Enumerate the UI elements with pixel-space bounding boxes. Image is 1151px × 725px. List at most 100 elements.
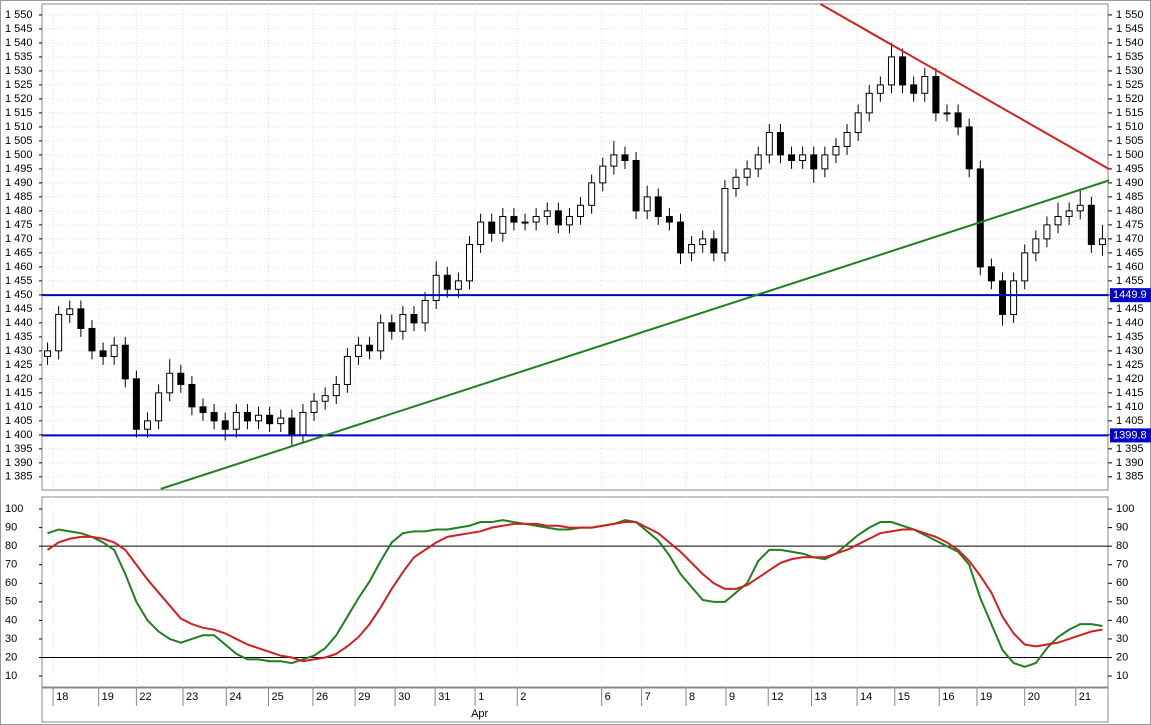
candle-body (410, 313, 418, 324)
y-tick-label: 1 550 (1116, 9, 1144, 21)
x-tick-label: 14 (860, 691, 872, 703)
y-tick-label: 1 500 (1116, 149, 1144, 161)
y-tick-label: 1 450 (5, 289, 33, 301)
candle-body (887, 56, 895, 86)
candle-body (243, 411, 251, 422)
candle-body (99, 350, 107, 357)
candle-body (621, 154, 629, 161)
y-tick-label: 1 495 (5, 163, 33, 175)
y-tick-label: 1 525 (1116, 79, 1144, 91)
candle-body (799, 154, 807, 161)
candle-body (499, 215, 507, 234)
candle-body (610, 154, 618, 167)
candle-body (1010, 280, 1018, 315)
y-tick-label: 1 480 (1116, 205, 1144, 217)
y-tick-label: 1 530 (5, 65, 33, 77)
candle-body (699, 238, 707, 245)
y-tick-label: 1 420 (5, 373, 33, 385)
candle-body (843, 131, 851, 147)
y-tick-label: 1 465 (1116, 247, 1144, 259)
candle-body (66, 308, 74, 315)
candle-body (310, 400, 318, 413)
candle-body (876, 84, 884, 94)
y-tick-label: 40 (1116, 614, 1128, 626)
candle-body (188, 383, 196, 408)
x-tick-label: 19 (102, 691, 114, 703)
candle-body (1065, 210, 1073, 217)
y-tick-label: 1 540 (1116, 37, 1144, 49)
candle-body (577, 204, 585, 217)
y-tick-label: 1 390 (1116, 457, 1144, 469)
x-tick-label: 19 (980, 691, 992, 703)
y-tick-label: 10 (1116, 670, 1128, 682)
price-panel (41, 3, 1109, 491)
x-tick-label: 2 (520, 691, 526, 703)
y-tick-label: 60 (5, 577, 17, 589)
y-tick-label: 70 (5, 559, 17, 571)
y-tick-label: 1 540 (5, 37, 33, 49)
month-label: Apr (471, 708, 488, 720)
y-tick-label: 50 (1116, 596, 1128, 608)
candle-body (776, 131, 784, 156)
x-tick-label: 16 (942, 691, 954, 703)
candle-body (255, 414, 263, 422)
candle-body (232, 411, 240, 430)
candle-body (1087, 204, 1095, 245)
candle-body (1076, 204, 1084, 212)
y-tick-label: 1 535 (5, 51, 33, 63)
y-tick-label: 1 410 (1116, 401, 1144, 413)
y-tick-label: 1 485 (1116, 191, 1144, 203)
x-tick-label: 21 (1079, 691, 1091, 703)
candle-body (899, 56, 907, 86)
y-tick-label: 1 530 (1116, 65, 1144, 77)
y-tick-label: 1 460 (5, 261, 33, 273)
y-tick-label: 1 520 (1116, 93, 1144, 105)
candle-body (510, 215, 518, 223)
x-tick-label: 31 (438, 691, 450, 703)
candle-body (332, 383, 340, 397)
candle-body (788, 154, 796, 161)
y-tick-label: 1 475 (5, 219, 33, 231)
y-tick-label: 1 440 (1116, 317, 1144, 329)
candle-body (543, 210, 551, 217)
x-tick-label: 18 (56, 691, 68, 703)
candle-body (1098, 238, 1106, 245)
candle-body (688, 243, 696, 254)
candle-body (443, 274, 451, 290)
candle-body (77, 308, 85, 329)
y-tick-label: 1 385 (5, 471, 33, 483)
y-tick-label: 1 405 (5, 415, 33, 427)
candle-body (999, 280, 1007, 315)
candle-body (1043, 224, 1051, 240)
candle-body (477, 221, 485, 245)
candle-body (266, 414, 274, 425)
candle-body (588, 182, 596, 206)
y-tick-label: 1 415 (1116, 387, 1144, 399)
y-tick-label: 30 (1116, 633, 1128, 645)
candle-body (676, 221, 684, 254)
candle-body (488, 221, 496, 234)
stochastic-line (46, 521, 1103, 663)
y-tick-label: 1 430 (5, 345, 33, 357)
x-tick-label: 6 (605, 691, 611, 703)
candle-body (110, 344, 118, 357)
y-tick-label: 1 490 (1116, 177, 1144, 189)
candle-body (399, 313, 407, 332)
y-tick-label: 1 385 (1116, 471, 1144, 483)
candle-body (710, 238, 718, 254)
h-line-label-box (1110, 288, 1151, 303)
x-tick-label: 22 (139, 691, 151, 703)
y-tick-label: 20 (1116, 651, 1128, 663)
candle-body (854, 112, 862, 133)
x-tick-label: 15 (898, 691, 910, 703)
candle-body (366, 344, 374, 352)
x-tick-label: 1 (478, 691, 484, 703)
candle-body (454, 280, 462, 290)
candle-body (643, 196, 651, 212)
y-tick-label: 100 (5, 503, 23, 515)
candle-body (354, 344, 362, 357)
candle-body (921, 76, 929, 94)
x-tick-label: 29 (358, 691, 370, 703)
candle-body (466, 243, 474, 282)
candle-body (388, 322, 396, 332)
